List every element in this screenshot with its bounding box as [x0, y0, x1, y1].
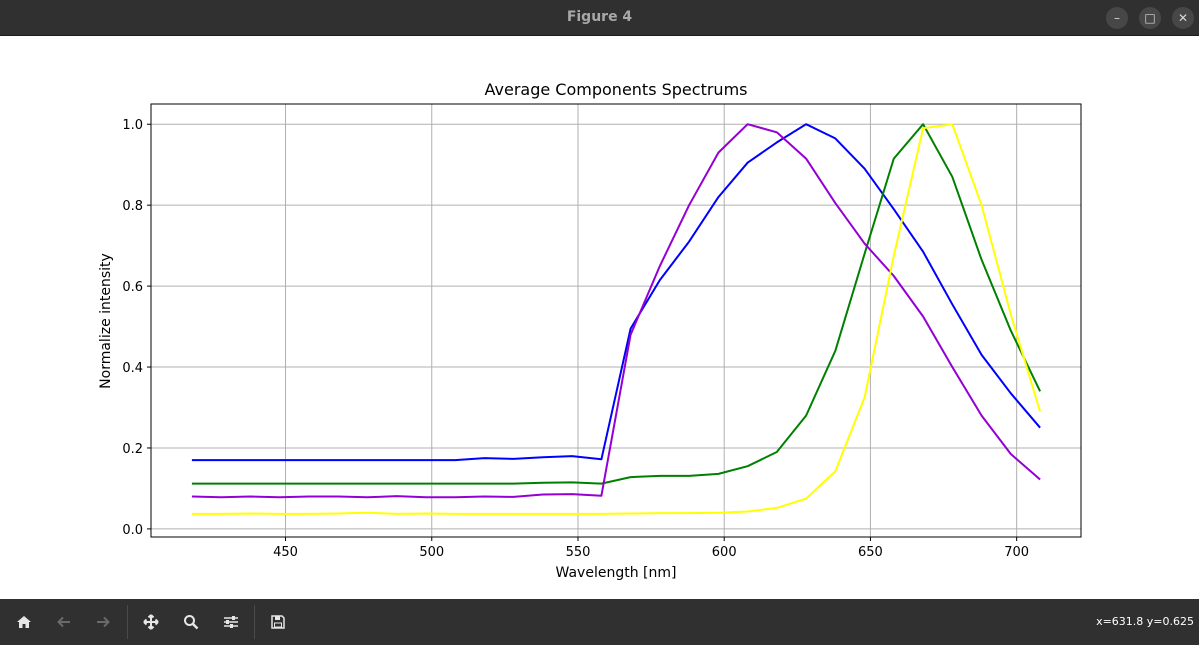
figure-canvas[interactable]: 450 500 550 600 650 700 0.0 0.2 0.4 0.6 0.8 1.0 Ave…	[0, 36, 1199, 599]
save-button[interactable]	[266, 610, 290, 634]
y-tick-label: 0.4	[122, 361, 143, 376]
y-tick-label: 0.0	[122, 523, 143, 538]
home-button[interactable]	[12, 610, 36, 634]
x-tick-label: 450	[273, 545, 298, 560]
chart-title: Average Components Spectrums	[485, 80, 748, 99]
x-tick-label: 600	[712, 545, 737, 560]
zoom-button[interactable]	[179, 610, 203, 634]
configure-subplots-button[interactable]	[219, 610, 243, 634]
series-line-4	[191, 123, 1042, 515]
sliders-icon	[224, 616, 238, 628]
home-icon	[17, 616, 31, 628]
toolbar-separator	[127, 605, 128, 639]
y-tick-label: 0.8	[122, 199, 143, 214]
x-tick-label: 700	[1004, 545, 1029, 560]
arrow-left-icon	[57, 616, 70, 628]
minimize-button[interactable]: –	[1106, 7, 1128, 29]
cursor-coordinates: x=631.8 y=0.625	[1096, 615, 1194, 628]
magnifier-icon	[184, 615, 199, 630]
y-tick-label: 0.6	[122, 280, 143, 295]
maximize-button[interactable]: □	[1139, 7, 1161, 29]
series-line-2	[191, 123, 1042, 485]
series-line-3	[191, 123, 1041, 499]
back-button[interactable]	[52, 610, 76, 634]
navigation-toolbar: x=631.8 y=0.625	[0, 599, 1199, 645]
x-tick-label: 650	[858, 545, 883, 560]
toolbar-separator	[254, 605, 255, 639]
x-axis-label: Wavelength [nm]	[556, 565, 677, 581]
x-tick-label: 550	[566, 545, 591, 560]
close-button[interactable]: ✕	[1172, 7, 1194, 29]
y-tick-label: 0.2	[122, 442, 143, 457]
floppy-disk-icon	[271, 615, 285, 629]
arrow-right-icon	[97, 616, 110, 628]
y-tick-label: 1.0	[122, 118, 143, 133]
x-tick-label: 500	[419, 545, 444, 560]
plot-frame	[150, 103, 1082, 538]
y-axis-label: Normalize intensity	[98, 253, 114, 389]
window-titlebar: Figure 4 – □ ✕	[0, 0, 1199, 36]
move-icon	[143, 614, 159, 630]
pan-button[interactable]	[139, 610, 163, 634]
series-line-1	[191, 123, 1041, 462]
chart[interactable]: 450 500 550 600 650 700 0.0 0.2 0.4 0.6 0.8 1.0 Ave…	[0, 36, 1199, 599]
window-title: Figure 4	[566, 9, 633, 25]
forward-button[interactable]	[91, 610, 115, 634]
